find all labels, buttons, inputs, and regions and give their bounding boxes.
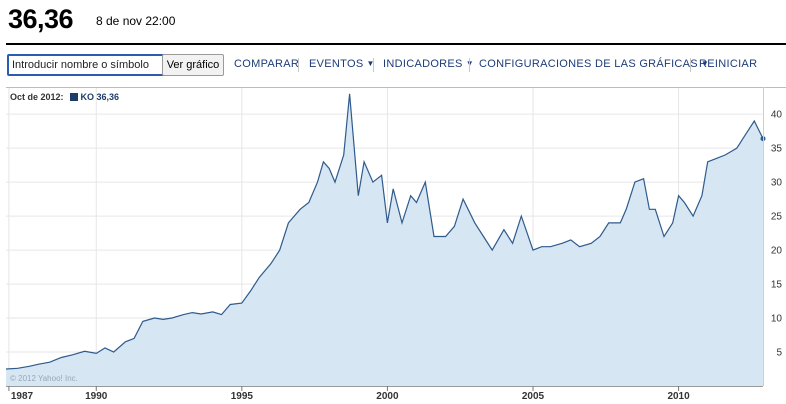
symbol-search-input[interactable] — [7, 54, 168, 76]
toolbar-separator — [469, 58, 470, 72]
caret-down-icon: ▼ — [366, 59, 375, 68]
view-chart-button[interactable]: Ver gráfico — [162, 54, 224, 76]
legend-date: Oct de 2012: — [10, 92, 64, 102]
x-tick-label: 2005 — [522, 391, 545, 402]
y-tick-label: 10 — [771, 314, 783, 325]
indicators-label: INDICADORES — [383, 58, 463, 70]
reset-button[interactable]: REINICIAR — [699, 58, 757, 70]
y-tick-label: 40 — [771, 110, 783, 121]
price-line — [6, 93, 764, 370]
x-tick-label: 2000 — [376, 391, 399, 402]
y-tick-label: 30 — [771, 178, 783, 189]
y-tick-label: 5 — [776, 348, 782, 359]
x-tick-label: 1990 — [85, 391, 108, 402]
legend-series: KO 36,36 — [80, 92, 120, 102]
indicators-menu[interactable]: INDICADORES▼ — [383, 58, 474, 70]
series-swatch — [69, 93, 78, 101]
header-divider — [6, 43, 786, 45]
chart-settings-label: CONFIGURACIONES DE LAS GRÁFICAS — [479, 58, 698, 70]
y-tick-label: 15 — [771, 280, 783, 291]
x-tick-label: 1987 — [11, 391, 34, 402]
price-area-fill — [6, 93, 763, 387]
events-label: EVENTOS — [309, 58, 364, 70]
reset-label: REINICIAR — [699, 58, 758, 70]
chart-legend: Oct de 2012: KO 36,36 — [10, 92, 119, 102]
price-value: 36,36 — [8, 4, 74, 34]
chart-toolbar: Ver gráfico COMPARAR EVENTOS▼ INDICADORE… — [7, 54, 786, 76]
toolbar-separator — [298, 58, 299, 72]
caret-down-icon: ▼ — [700, 59, 710, 68]
chart-settings-menu[interactable]: CONFIGURACIONES DE LAS GRÁFICAS ▼ — [479, 58, 709, 70]
copyright-watermark: © 2012 Yahoo! Inc. — [10, 374, 78, 383]
toolbar-separator — [690, 58, 691, 72]
quote-timestamp: 8 de nov 22:00 — [96, 14, 176, 28]
x-tick-label: 2010 — [667, 391, 690, 402]
y-tick-label: 35 — [771, 144, 783, 155]
compare-menu[interactable]: COMPARAR — [234, 58, 299, 70]
toolbar-separator — [373, 58, 374, 72]
compare-label: COMPARAR — [234, 58, 300, 70]
y-tick-label: 25 — [771, 212, 783, 223]
events-menu[interactable]: EVENTOS ▼ — [309, 58, 375, 70]
y-tick-label: 20 — [771, 246, 783, 257]
price-chart[interactable]: 5 10 15 20 25 30 35 40 1987 1990 1995 2000 2005 2010… — [6, 87, 786, 404]
x-tick-label: 1995 — [231, 391, 254, 402]
